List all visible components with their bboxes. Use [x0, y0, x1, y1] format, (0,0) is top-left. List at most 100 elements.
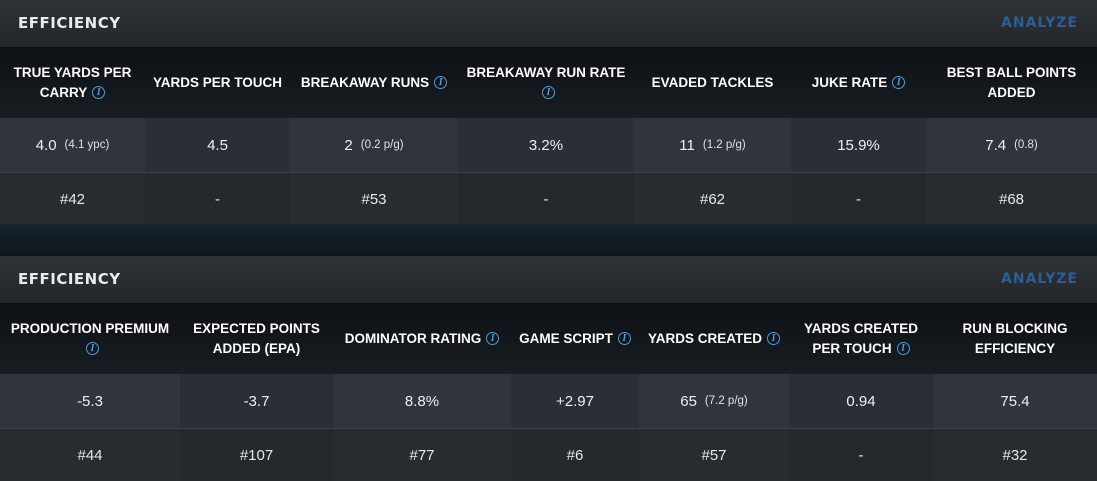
stat-rank-cell: #68 [926, 172, 1097, 225]
info-icon[interactable]: i [542, 85, 555, 99]
column-header: EXPECTED POINTS ADDED (EPA) [180, 303, 333, 374]
column-header: YARDS CREATED i [639, 303, 789, 374]
stat-rank-cell: #6 [511, 428, 639, 481]
stat-value: 11 [679, 136, 695, 154]
column-label: EVADED TACKLES [651, 74, 774, 90]
stat-value-cell: 8.8% [333, 374, 511, 428]
stat-value-cell: 4.5 [145, 118, 290, 172]
stat-subvalue: (7.2 p/g) [704, 395, 748, 407]
stat-column-breakaway-runs: BREAKAWAY RUNS i 2 (0.2 p/g) #53 [290, 47, 458, 225]
column-label: GAME SCRIPT [519, 330, 613, 346]
column-header-wrap: TRUE YARDS PER CARRY i [6, 63, 139, 103]
stat-value-cell: -5.3 [0, 374, 180, 428]
column-header-wrap: BREAKAWAY RUN RATE i [464, 63, 628, 103]
info-icon[interactable]: i [434, 75, 448, 89]
column-label: TRUE YARDS PER CARRY [13, 64, 132, 100]
stat-subvalue: (4.1 ypc) [64, 139, 110, 151]
stat-rank-cell: - [789, 428, 933, 481]
stat-value-cell: 75.4 [933, 374, 1097, 428]
analyze-link[interactable]: ANALYZE [1001, 271, 1078, 287]
column-header: DOMINATOR RATING i [333, 303, 511, 374]
info-icon[interactable]: i [767, 331, 781, 345]
column-label: YARDS CREATED PER TOUCH [803, 320, 919, 356]
info-icon[interactable]: i [86, 341, 99, 355]
stat-column-breakaway-run-rate: BREAKAWAY RUN RATE i 3.2% - [458, 47, 634, 225]
stat-rank: #57 [701, 446, 727, 464]
stat-value: 65 [680, 392, 697, 410]
column-header: EVADED TACKLES [634, 47, 791, 118]
stat-rank-cell: #42 [0, 172, 145, 225]
stat-value: 75.4 [1000, 392, 1030, 410]
efficiency-panel-2: EFFICIENCY ANALYZE PRODUCTION PREMIUM i -5… [0, 256, 1097, 481]
column-header: GAME SCRIPT i [511, 303, 639, 374]
stat-rank: #68 [998, 190, 1025, 208]
info-icon[interactable]: i [92, 85, 106, 99]
stat-value-cell: -3.7 [180, 374, 333, 428]
stat-column-run-blocking-efficiency: RUN BLOCKING EFFICIENCY 75.4 #32 [933, 303, 1097, 481]
panel-title: EFFICIENCY [18, 14, 121, 32]
column-header: BEST BALL POINTS ADDED [926, 47, 1097, 118]
column-header: PRODUCTION PREMIUM i [0, 303, 180, 374]
stat-value-cell: 15.9% [791, 118, 926, 172]
stat-column-yards-per-touch: YARDS PER TOUCH 4.5 - [145, 47, 290, 225]
stat-rank-cell: #107 [180, 428, 333, 481]
stat-subvalue: (1.2 p/g) [702, 139, 746, 151]
stats-grid: TRUE YARDS PER CARRY i 4.0 (4.1 ypc) #42 YARD… [0, 47, 1097, 225]
stat-value: 4.0 [35, 136, 57, 154]
stat-rank-cell: - [145, 172, 290, 225]
analyze-link[interactable]: ANALYZE [1001, 15, 1078, 31]
column-header-wrap: BREAKAWAY RUNS i [301, 73, 448, 93]
info-icon[interactable]: i [896, 341, 910, 355]
stat-column-production-premium: PRODUCTION PREMIUM i -5.3 #44 [0, 303, 180, 481]
column-header-wrap: EXPECTED POINTS ADDED (EPA) [186, 319, 327, 359]
column-header-wrap: JUKE RATE i [812, 73, 906, 93]
stat-rank: - [215, 190, 220, 208]
column-header-wrap: YARDS CREATED i [648, 329, 781, 349]
stat-rank-cell: #32 [933, 428, 1097, 481]
stat-rank-cell: - [458, 172, 634, 225]
stat-rank: #107 [239, 446, 274, 464]
column-header: TRUE YARDS PER CARRY i [0, 47, 145, 118]
stat-column-dominator-rating: DOMINATOR RATING i 8.8% #77 [333, 303, 511, 481]
column-label: YARDS PER TOUCH [152, 74, 283, 90]
column-header: BREAKAWAY RUNS i [290, 47, 458, 118]
stat-value-cell: 2 (0.2 p/g) [290, 118, 458, 172]
info-icon[interactable]: i [486, 331, 500, 345]
stat-value: 7.4 [985, 136, 1007, 154]
stat-value: 8.8% [404, 392, 440, 410]
stats-grid: PRODUCTION PREMIUM i -5.3 #44 EXPECTED POINT… [0, 303, 1097, 481]
stat-rank: #77 [409, 446, 435, 464]
column-header-wrap: YARDS CREATED PER TOUCH i [795, 319, 927, 359]
stat-rank: #62 [699, 190, 726, 208]
column-header: BREAKAWAY RUN RATE i [458, 47, 634, 118]
column-header-wrap: PRODUCTION PREMIUM i [6, 319, 174, 359]
stat-rank: #53 [361, 190, 387, 208]
stat-rank: - [858, 446, 864, 464]
stat-column-best-ball-points-added: BEST BALL POINTS ADDED 7.4 (0.8) #68 [926, 47, 1097, 225]
panel-divider [0, 224, 1097, 256]
stat-rank-cell: #44 [0, 428, 180, 481]
column-header: YARDS PER TOUCH [145, 47, 290, 118]
column-header-wrap: GAME SCRIPT i [519, 329, 631, 349]
stat-value-cell: 11 (1.2 p/g) [634, 118, 791, 172]
stat-subvalue: (0.8) [1014, 139, 1038, 151]
stat-subvalue: (0.2 p/g) [360, 139, 404, 151]
column-label: DOMINATOR RATING [344, 330, 482, 346]
column-header-wrap: YARDS PER TOUCH [153, 73, 282, 93]
column-header: JUKE RATE i [791, 47, 926, 118]
stat-value: 15.9% [837, 136, 880, 154]
column-header-wrap: RUN BLOCKING EFFICIENCY [939, 319, 1091, 359]
stat-column-expected-points-added-epa: EXPECTED POINTS ADDED (EPA) -3.7 #107 [180, 303, 333, 481]
stat-column-evaded-tackles: EVADED TACKLES 11 (1.2 p/g) #62 [634, 47, 791, 225]
stat-value: 2 [344, 136, 353, 154]
info-icon[interactable]: i [617, 331, 631, 345]
column-label: BEST BALL POINTS ADDED [946, 64, 1077, 100]
stat-column-yards-created: YARDS CREATED i 65 (7.2 p/g) #57 [639, 303, 789, 481]
info-icon[interactable]: i [892, 75, 906, 89]
column-header: YARDS CREATED PER TOUCH i [789, 303, 933, 374]
stat-column-true-yards-per-carry: TRUE YARDS PER CARRY i 4.0 (4.1 ypc) #42 [0, 47, 145, 225]
stat-rank-cell: #53 [290, 172, 458, 225]
stat-value-cell: 3.2% [458, 118, 634, 172]
stat-column-juke-rate: JUKE RATE i 15.9% - [791, 47, 926, 225]
stat-rank-cell: #62 [634, 172, 791, 225]
